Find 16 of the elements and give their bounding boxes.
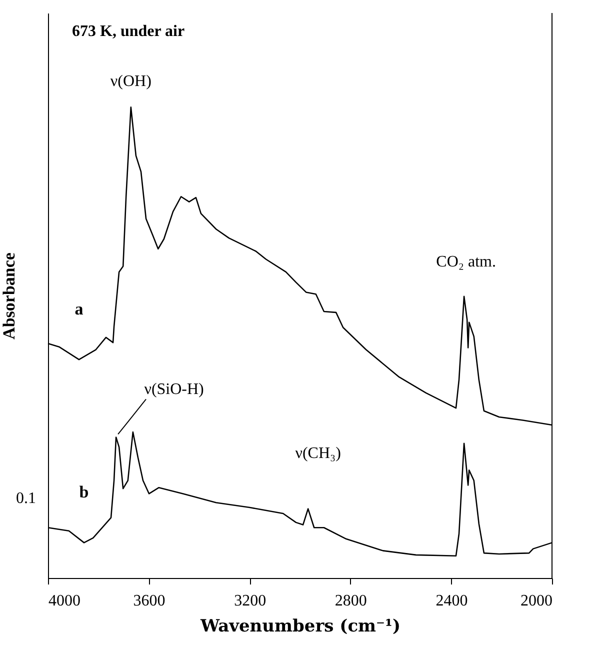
x-tick-label: 4000 — [48, 592, 80, 610]
x-axis-title: Wavenumbers (cm⁻¹) — [199, 616, 401, 636]
series-label: b — [79, 482, 89, 502]
annotation: CO₂ atm. — [436, 253, 496, 270]
x-tick-label: 2400 — [436, 592, 468, 610]
series-label: a — [74, 300, 84, 319]
annotation: ν(SiO-H) — [144, 381, 204, 398]
text: 0.1 — [16, 490, 36, 507]
text: 673 K, under air — [72, 23, 185, 40]
y-axis-title: Absorbance — [0, 252, 18, 340]
x-tick-label: 2000 — [520, 592, 552, 610]
x-tick-label: 3600 — [133, 592, 166, 610]
x-tick-label: 2800 — [334, 592, 367, 610]
annotation: ν(OH) — [110, 73, 152, 90]
x-tick-label: 3200 — [234, 592, 266, 610]
annotation: ν(CH₃) — [295, 444, 341, 462]
